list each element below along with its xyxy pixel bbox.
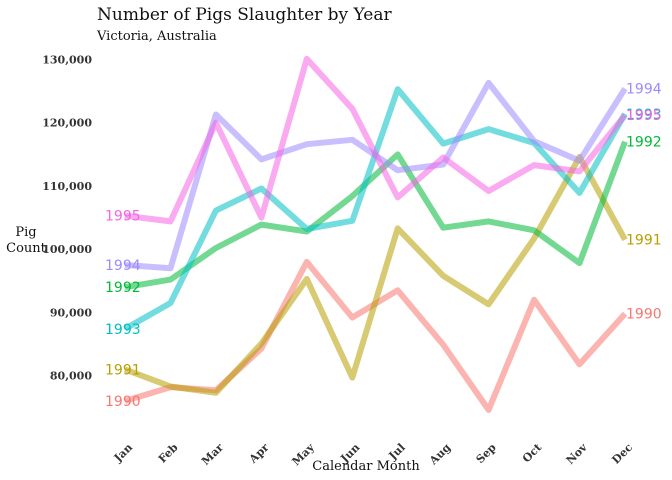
x-tick-label: Jan [111,441,135,465]
y-axis-title-line-1: Pig [15,225,36,240]
y-tick-label: 80,000 [50,370,92,383]
y-axis-title: Pig Count [6,225,47,256]
y-axis-tick-labels: 80,000 90,000 100,000 110,000 120,000 130,000 [42,53,92,382]
series-line-1991 [123,153,628,396]
y-tick-label: 120,000 [42,117,92,130]
series-start-label-1992: 1992 [105,280,141,296]
y-axis-title-line-2: Count [6,241,47,256]
chart-title: Number of Pigs Slaughter by Year [97,5,392,25]
x-tick-label: Sep [474,441,499,466]
series-end-label-1990: 1990 [626,307,662,323]
x-tick-label: Mar [199,441,226,468]
series-end-label-1995: 1995 [626,108,662,124]
x-tick-label: Nov [564,441,590,467]
x-tick-label: Dec [609,441,635,467]
x-tick-label: Oct [520,440,545,465]
series-start-label-1991: 1991 [105,362,141,378]
x-tick-label: Apr [246,441,272,467]
series-end-label-1993: 1993 [626,107,662,123]
y-tick-label: 130,000 [42,53,92,66]
y-tick-label: 110,000 [42,180,92,193]
y-tick-label: 90,000 [50,306,92,319]
series-end-label-1994: 1994 [626,82,662,98]
series-start-label-1993: 1993 [105,322,141,338]
x-tick-label: Aug [426,441,453,468]
series-start-label-1995: 1995 [105,209,141,225]
y-tick-label: 100,000 [42,243,92,256]
series-end-label-1991: 1991 [626,233,662,249]
x-axis-title: Calendar Month [312,459,420,474]
x-tick-label: Feb [156,441,181,466]
series-line-1995 [124,55,628,225]
series-end-label-1992: 1992 [626,135,662,151]
chart-subtitle: Victoria, Australia [96,29,217,44]
series-line-1992 [124,140,628,291]
series-direct-labels: 1995 1994 1992 1993 1991 1990 1990 1991 1992 1993… [105,82,662,410]
series-start-label-1990: 1990 [105,394,141,410]
series-start-label-1994: 1994 [105,258,141,274]
series-lines [123,55,628,413]
